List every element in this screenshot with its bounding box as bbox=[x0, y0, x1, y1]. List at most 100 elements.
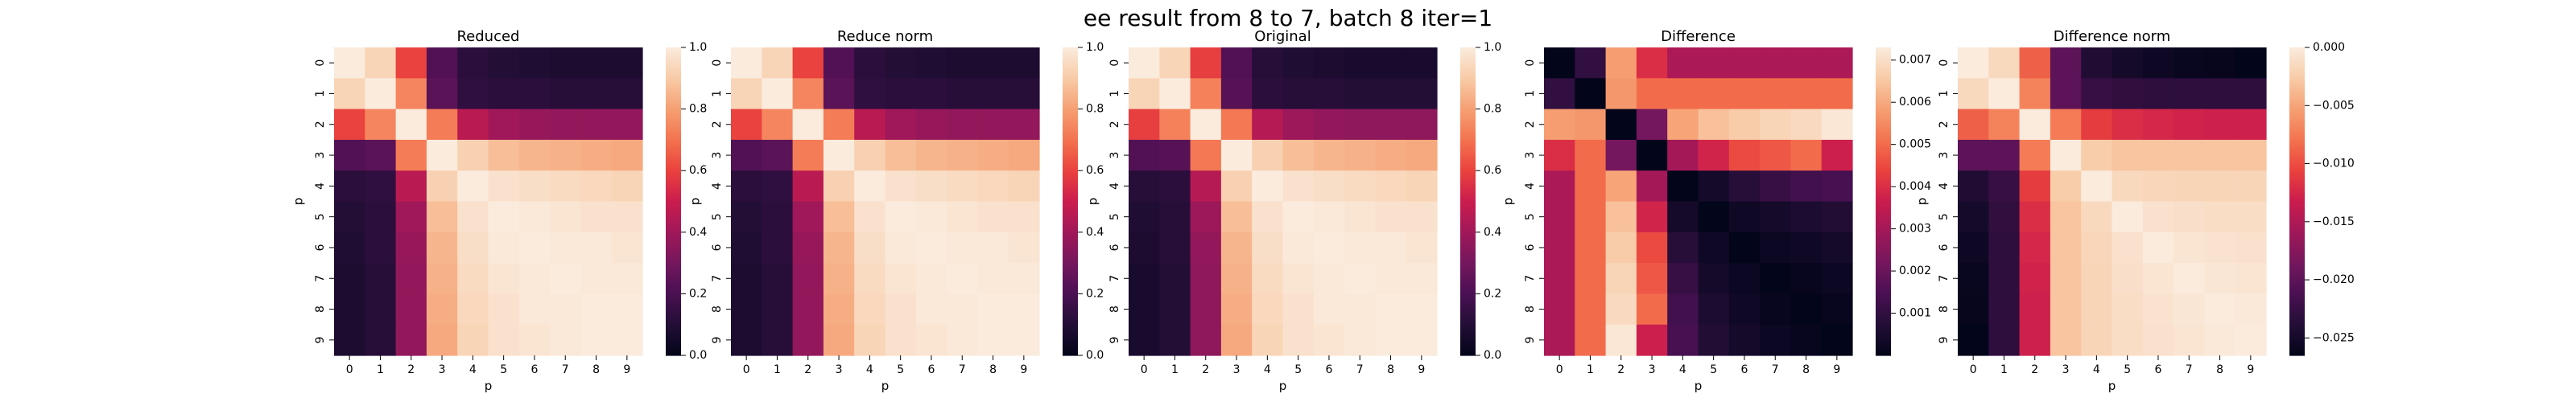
heatmap-cell bbox=[1252, 293, 1284, 326]
colorbar-gradient-step bbox=[666, 322, 681, 326]
colorbar-gradient-step bbox=[1876, 191, 1891, 195]
colorbar-gradient-step bbox=[1063, 298, 1078, 302]
heatmap-cell bbox=[2235, 232, 2267, 264]
colorbar-gradient-step bbox=[2289, 180, 2305, 184]
heatmap-cell bbox=[1159, 47, 1191, 79]
colorbar-gradient-step bbox=[1063, 98, 1078, 102]
heatmap-cell bbox=[518, 293, 551, 326]
colorbar-gradient-step bbox=[2289, 201, 2305, 205]
colorbar-gradient-step bbox=[2289, 47, 2305, 51]
colorbar-gradient-step bbox=[2289, 137, 2305, 141]
colorbar-gradient-step bbox=[2289, 113, 2305, 117]
x-tick-label: 4 bbox=[469, 363, 477, 376]
colorbar-gradient-step bbox=[1460, 281, 1476, 285]
heatmap-cell bbox=[1406, 47, 1438, 79]
colorbar-gradient-step bbox=[1063, 83, 1078, 87]
y-tick-label: 2 bbox=[1524, 121, 1537, 128]
heatmap-cell bbox=[426, 170, 458, 203]
colorbar-gradient-step bbox=[1063, 76, 1078, 79]
colorbar-gradient-step bbox=[1063, 180, 1078, 184]
colorbar-gradient-step bbox=[2289, 242, 2305, 246]
colorbar-gradient-step bbox=[666, 270, 681, 274]
colorbar-gradient-step bbox=[1876, 222, 1891, 225]
colorbar-gradient-step bbox=[2289, 301, 2305, 305]
y-tick-label: 6 bbox=[1524, 244, 1537, 251]
heatmap-cell bbox=[1790, 170, 1823, 203]
colorbar-gradient-step bbox=[666, 209, 681, 212]
colorbar-gradient-step bbox=[1460, 334, 1476, 338]
heatmap-cell bbox=[1988, 232, 2021, 264]
colorbar-gradient-step bbox=[2289, 283, 2305, 287]
heatmap-cell bbox=[1159, 78, 1191, 110]
colorbar-gradient-step bbox=[2289, 324, 2305, 328]
heatmap-cell bbox=[426, 47, 458, 79]
heatmap-cell bbox=[611, 232, 643, 264]
heatmap-cell bbox=[1375, 263, 1407, 294]
heatmap-cell bbox=[1760, 324, 1791, 356]
heatmap-cell bbox=[426, 324, 458, 356]
colorbar-gradient-step bbox=[2289, 281, 2305, 285]
x-axis-label: p bbox=[1279, 379, 1287, 393]
colorbar-gradient-step bbox=[666, 101, 681, 105]
heatmap-cell bbox=[1605, 47, 1637, 79]
colorbar-gradient-step bbox=[1063, 244, 1078, 248]
colorbar-gradient-step bbox=[1063, 319, 1078, 323]
heatmap-cell bbox=[2174, 78, 2205, 110]
heatmap-cell bbox=[1220, 263, 1253, 294]
colorbar-gradient-step bbox=[2289, 88, 2305, 92]
colorbar-gradient-step bbox=[666, 345, 681, 349]
colorbar-gradient-step bbox=[2289, 78, 2305, 82]
y-tick-label: 3 bbox=[1524, 152, 1537, 159]
colorbar-gradient-step bbox=[666, 352, 681, 356]
colorbar-gradient-step bbox=[1460, 76, 1476, 79]
colorbar-gradient-step bbox=[1063, 196, 1078, 199]
heatmap-cell bbox=[488, 232, 520, 264]
colorbar-gradient-step bbox=[1063, 209, 1078, 212]
colorbar-gradient-step bbox=[666, 191, 681, 195]
colorbar-gradient-step bbox=[1876, 237, 1891, 240]
heatmap-cell bbox=[1344, 139, 1376, 171]
heatmap-cell bbox=[1190, 232, 1222, 264]
heatmap-cell bbox=[1988, 139, 2021, 171]
colorbar-gradient-step bbox=[1876, 76, 1891, 79]
colorbar-gradient-step bbox=[1460, 147, 1476, 151]
heatmap-cell bbox=[365, 139, 397, 171]
heatmap-cell bbox=[1406, 201, 1438, 233]
colorbar-gradient-step bbox=[2289, 150, 2305, 154]
heatmap-cell bbox=[334, 293, 365, 326]
colorbar-gradient-step bbox=[1063, 211, 1078, 215]
heatmap-cell bbox=[365, 201, 397, 233]
colorbar-gradient-step bbox=[2289, 147, 2305, 151]
colorbar-gradient-step bbox=[1460, 168, 1476, 171]
colorbar-gradient-step bbox=[666, 165, 681, 169]
colorbar-tick-label: 0.000 bbox=[2313, 41, 2345, 54]
colorbar-gradient-step bbox=[666, 59, 681, 64]
colorbar-gradient-step bbox=[1460, 350, 1476, 354]
heatmap-cell bbox=[947, 170, 978, 203]
x-tick-label: 2 bbox=[407, 363, 415, 376]
heatmap-cell bbox=[457, 170, 489, 203]
heatmap-cell bbox=[1159, 109, 1191, 141]
colorbar-gradient-step bbox=[1063, 134, 1078, 138]
y-tick-label: 5 bbox=[1108, 213, 1121, 220]
colorbar-gradient-step bbox=[666, 206, 681, 210]
colorbar-gradient-step bbox=[2289, 260, 2305, 264]
colorbar-gradient-step bbox=[666, 319, 681, 323]
y-tick-label: 6 bbox=[314, 244, 327, 251]
heatmap-cell bbox=[915, 78, 947, 110]
colorbar-gradient-step bbox=[1460, 319, 1476, 323]
colorbar-gradient-step bbox=[1460, 247, 1476, 251]
colorbar-gradient-step bbox=[1063, 222, 1078, 225]
colorbar-gradient-step bbox=[666, 260, 681, 264]
colorbar-gradient-step bbox=[2289, 178, 2305, 182]
colorbar-gradient-step bbox=[2289, 234, 2305, 238]
colorbar-tick-label: 0.005 bbox=[1899, 138, 1931, 151]
colorbar-gradient-step bbox=[666, 317, 681, 320]
y-tick-label: 9 bbox=[314, 336, 327, 343]
heatmap-cell bbox=[1313, 47, 1345, 79]
colorbar-gradient-step bbox=[2289, 339, 2305, 343]
colorbar-gradient-step bbox=[2289, 276, 2305, 279]
colorbar-gradient-step bbox=[2289, 332, 2305, 336]
colorbar-gradient-step bbox=[1063, 101, 1078, 105]
y-tick-label: 2 bbox=[314, 121, 327, 128]
